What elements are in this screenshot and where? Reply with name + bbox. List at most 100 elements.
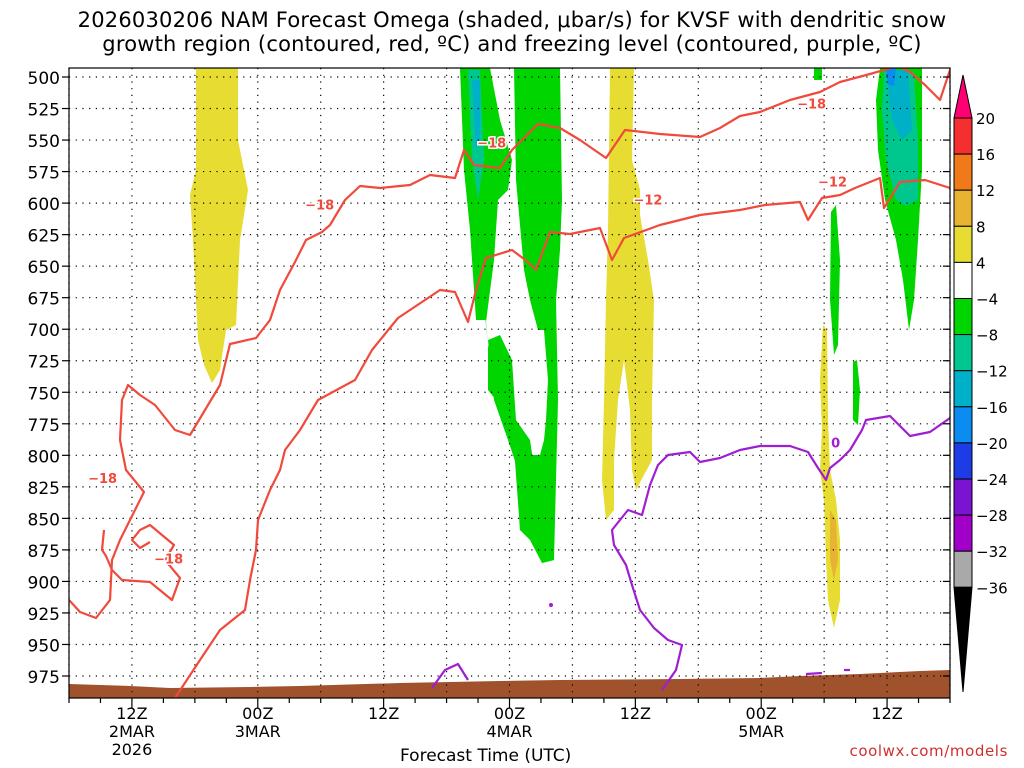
site-credit[interactable]: coolwx.com/models: [849, 742, 1008, 760]
omega-region-negative-8: [886, 70, 912, 140]
omega-shading: [190, 68, 922, 628]
grid-lines: [68, 68, 951, 698]
y-tick-label: 925: [28, 605, 60, 625]
freezing-level-contour-2: [610, 414, 950, 691]
colorbar-segment: [953, 550, 973, 588]
contour-label: −18: [154, 553, 183, 568]
x-tick-label: 12Z: [116, 704, 147, 723]
y-tick-label: 775: [28, 416, 60, 436]
y-tick-label: 950: [28, 636, 60, 656]
y-tick-label: 500: [28, 69, 60, 89]
dgz-contour-1: [174, 176, 950, 698]
colorbar: 20 16 12 8 4 −4 −8 −12 −16 −20 −24 −28 −32 −36: [953, 74, 1008, 693]
colorbar-segment: [953, 74, 973, 119]
colorbar-label: −12: [976, 363, 1008, 381]
colorbar-label: −28: [976, 507, 1008, 525]
chart-title-line-2: growth region (contoured, red, ºC) and f…: [102, 32, 922, 56]
y-tick-label: 650: [28, 258, 60, 278]
y-tick-label: 725: [28, 353, 60, 373]
freezing-level-contour-1: [431, 662, 469, 689]
colorbar-segment: [953, 370, 973, 408]
y-tick-label: 825: [28, 479, 60, 499]
x-axis-label: Forecast Time (UTC): [400, 746, 572, 766]
freezing-level-contour-3: [805, 671, 823, 676]
omega-region-negative-5: [853, 360, 860, 425]
colorbar-label: −36: [976, 579, 1008, 597]
contour-label: −18: [88, 472, 117, 487]
colorbar-segment: [953, 153, 973, 191]
terrain-surface: [69, 670, 950, 698]
omega-region-negative-10: [814, 68, 822, 80]
chart-title-line-1: 2026030206 NAM Forecast Omega (shaded, μ…: [77, 8, 947, 32]
x-tick-label: 00Z: [746, 704, 777, 723]
y-tick-label: 875: [28, 542, 60, 562]
y-tick-label: 700: [28, 321, 60, 341]
contour-label: −18: [305, 198, 334, 213]
omega-region-negative-9: [886, 68, 896, 86]
omega-region-negative-1b: [460, 68, 486, 320]
x-tick-date: 2MAR: [109, 722, 155, 741]
omega-region-positive-4: [830, 510, 838, 580]
y-tick-label: 600: [28, 195, 60, 215]
colorbar-segment: [953, 225, 973, 263]
terrain-layer: [69, 670, 950, 698]
x-tick-date: 4MAR: [486, 722, 532, 741]
colorbar-label: 12: [976, 182, 995, 200]
contour-lines: [69, 68, 950, 698]
freezing-level-dot: [549, 603, 553, 607]
contour-label: −18: [477, 137, 506, 152]
y-tick-label: 625: [28, 227, 60, 247]
y-tick-label: 975: [28, 668, 60, 688]
omega-region-negative-3: [472, 80, 480, 150]
colorbar-segment: [953, 442, 973, 480]
omega-region-positive-2: [602, 68, 654, 520]
colorbar-segment: [953, 334, 973, 372]
colorbar-label: −4: [976, 291, 998, 309]
colorbar-label: −8: [976, 327, 998, 345]
colorbar-segment: [953, 117, 973, 155]
x-tick-label: 00Z: [242, 704, 273, 723]
colorbar-segment: [953, 261, 973, 299]
y-tick-label: 900: [28, 573, 60, 593]
x-tick-label: 12Z: [368, 704, 399, 723]
y-axis: 500 525 550 575 600 625 650 675 700 725 750 775 800 8…: [28, 69, 950, 688]
colorbar-label: −24: [976, 471, 1008, 489]
contour-label: −18: [797, 97, 826, 112]
x-tick-date: 3MAR: [235, 722, 281, 741]
colorbar-segment: [953, 514, 973, 552]
contour-label: 0: [831, 437, 840, 452]
colorbar-label: 8: [976, 218, 986, 236]
colorbar-segment: [953, 478, 973, 516]
contour-labels: −18 −18 −18 −18 −12 −18 −12 0: [87, 96, 849, 569]
colorbar-label: −16: [976, 399, 1008, 417]
x-tick-label: 00Z: [494, 704, 525, 723]
x-tick-label: 12Z: [871, 704, 902, 723]
contour-label: −12: [633, 193, 662, 208]
y-tick-label: 675: [28, 290, 60, 310]
omega-region-positive-1: [190, 68, 248, 383]
colorbar-label: −32: [976, 543, 1008, 561]
colorbar-label: 16: [976, 146, 995, 164]
colorbar-segment: [953, 406, 973, 444]
y-tick-label: 750: [28, 384, 60, 404]
omega-region-negative-1: [460, 68, 562, 563]
y-tick-label: 525: [28, 101, 60, 121]
omega-region-negative-4: [830, 205, 840, 355]
dgz-contour-3: [100, 523, 182, 602]
colorbar-segment: [953, 298, 973, 336]
x-tick-date: 5MAR: [738, 722, 784, 741]
y-tick-label: 550: [28, 132, 60, 152]
y-tick-label: 850: [28, 510, 60, 530]
x-tick-label: 12Z: [620, 704, 651, 723]
x-tick-year: 2026: [112, 740, 153, 759]
colorbar-label: −20: [976, 435, 1008, 453]
colorbar-label: 20: [976, 110, 995, 128]
y-tick-label: 575: [28, 164, 60, 184]
dgz-contour-2: [69, 68, 950, 620]
y-tick-label: 800: [28, 447, 60, 467]
colorbar-segment: [953, 189, 973, 227]
colorbar-segment: [953, 586, 973, 693]
colorbar-label: 4: [976, 254, 986, 272]
